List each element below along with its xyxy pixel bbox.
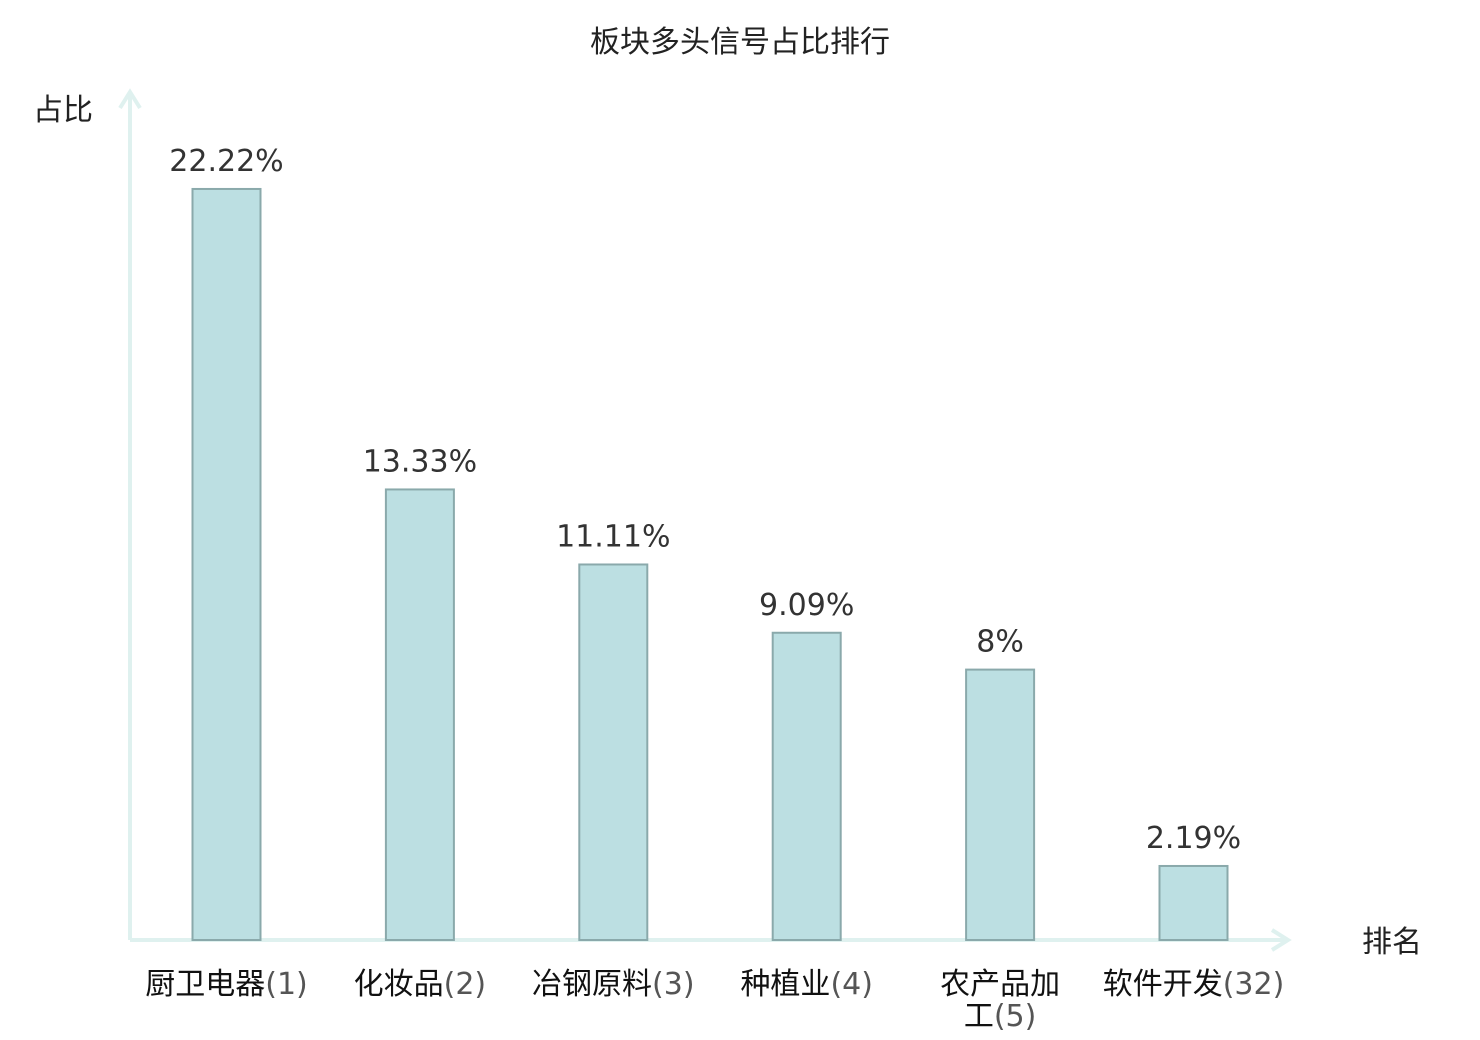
bar-6 xyxy=(1158,864,1229,942)
category-rank: (3) xyxy=(652,967,695,1002)
category-name: 厨卫电器 xyxy=(145,967,265,1002)
category-label-6: 软件开发(32) xyxy=(1103,967,1285,1002)
bar-1 xyxy=(191,187,262,942)
chart-title: 板块多头信号占比排行 xyxy=(590,25,890,60)
category-name: 软件开发 xyxy=(1103,967,1223,1002)
category-label-2: 化妆品(2) xyxy=(354,967,487,1002)
bar-value-label-1: 22.22% xyxy=(169,144,283,179)
category-label-4: 种植业(4) xyxy=(740,967,873,1002)
bar-value-label-2: 13.33% xyxy=(363,444,477,479)
bar-value-label-5: 8% xyxy=(976,625,1024,660)
category-rank: (32) xyxy=(1223,967,1285,1002)
category-labels-group: 厨卫电器(1) 化妆品(2) 冶钢原料(3) 种植业(4) 农产品加工(5)软件开发(3… xyxy=(145,967,1284,1034)
category-label-5: 农产品加工(5) xyxy=(940,967,1060,1034)
bar-4 xyxy=(771,631,842,941)
category-name: 种植业 xyxy=(740,967,830,1002)
bar-3 xyxy=(578,563,649,941)
category-rank: (4) xyxy=(830,967,873,1002)
y-axis-label: 占比 xyxy=(33,93,93,128)
category-rank: (5) xyxy=(994,999,1037,1034)
y-axis-arrow xyxy=(118,88,142,110)
category-name: 化妆品 xyxy=(354,967,444,1002)
x-axis-arrow xyxy=(1270,928,1292,952)
bar-value-label-4: 9.09% xyxy=(759,588,854,623)
axes xyxy=(118,88,1292,952)
x-axis-label: 排名 xyxy=(1362,925,1422,960)
category-label-1: 厨卫电器(1) xyxy=(145,967,308,1002)
category-rank: (1) xyxy=(265,967,308,1002)
bar-value-label-6: 2.19% xyxy=(1146,821,1241,856)
value-labels-group: 22.22% 13.33% 11.11% 9.09% 8% 2.19% xyxy=(169,144,1241,856)
bars-group xyxy=(191,187,1229,942)
category-name-line1: 农产品加 xyxy=(940,967,1060,1002)
bar-value-label-3: 11.11% xyxy=(556,519,670,554)
category-rank: (2) xyxy=(444,967,487,1002)
category-name-line2: 工 xyxy=(964,999,994,1034)
bar-2 xyxy=(384,488,455,941)
category-label-3: 冶钢原料(3) xyxy=(532,967,695,1002)
bar-5 xyxy=(965,668,1036,941)
category-name: 冶钢原料 xyxy=(532,967,652,1002)
